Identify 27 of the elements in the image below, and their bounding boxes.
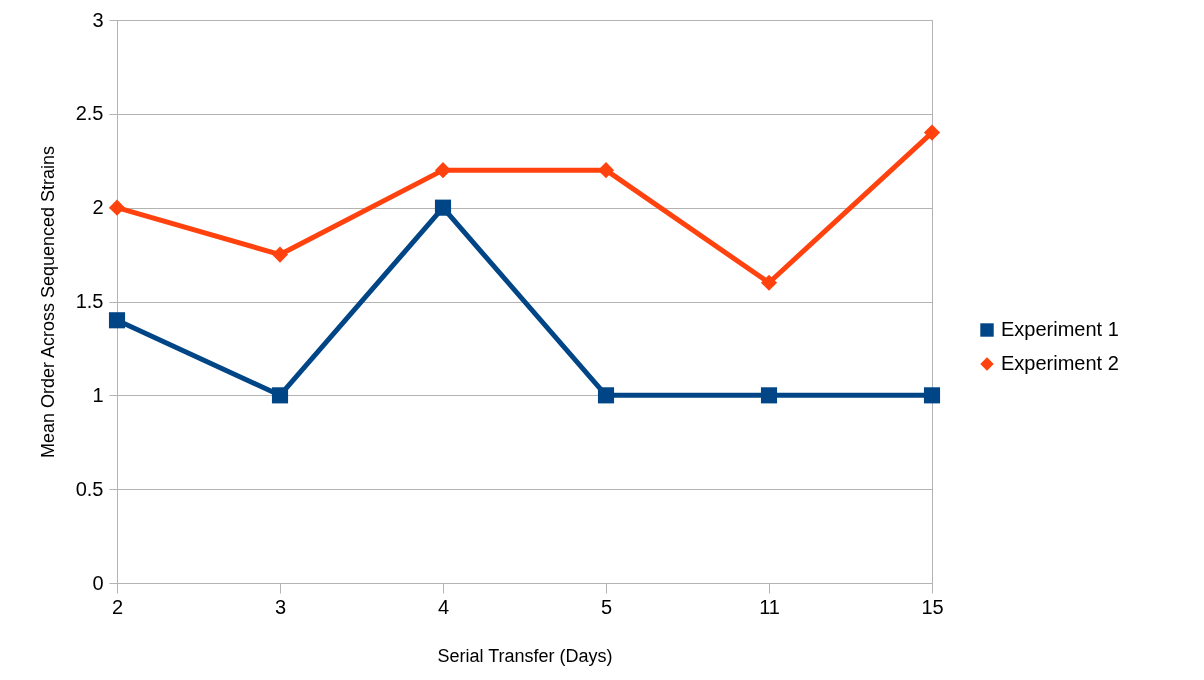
x-axis-title: Serial Transfer (Days)	[437, 645, 613, 666]
point	[108, 312, 126, 329]
point	[597, 387, 615, 404]
legend-label: Experiment 1	[1001, 318, 1119, 340]
point	[108, 199, 126, 216]
point	[271, 387, 289, 404]
x-tick-label: 15	[921, 595, 944, 618]
point	[271, 246, 289, 263]
x-tick-label: 11	[759, 595, 780, 618]
y-axis-title: Mean Order Across Sequenced Strains	[37, 145, 58, 459]
point	[760, 387, 778, 404]
x-tick-label: 3	[274, 595, 287, 618]
y-tick-label: 1.5	[75, 290, 104, 312]
point	[923, 387, 941, 404]
y-tick-label: 1	[92, 383, 104, 406]
y-tick-label: 3	[92, 8, 104, 31]
y-tick-label: 0.5	[75, 477, 104, 500]
y-tick-label: 2.5	[75, 102, 104, 125]
point	[760, 274, 778, 291]
legend-label: Experiment 2	[1001, 352, 1119, 374]
y-tick-label: 0	[92, 571, 104, 594]
point	[923, 124, 941, 141]
x-tick-label: 2	[111, 595, 124, 618]
point	[434, 199, 452, 216]
x-tick-label: 4	[437, 595, 450, 618]
x-tick-label: 5	[600, 595, 613, 618]
y-tick-label: 2	[92, 196, 104, 219]
